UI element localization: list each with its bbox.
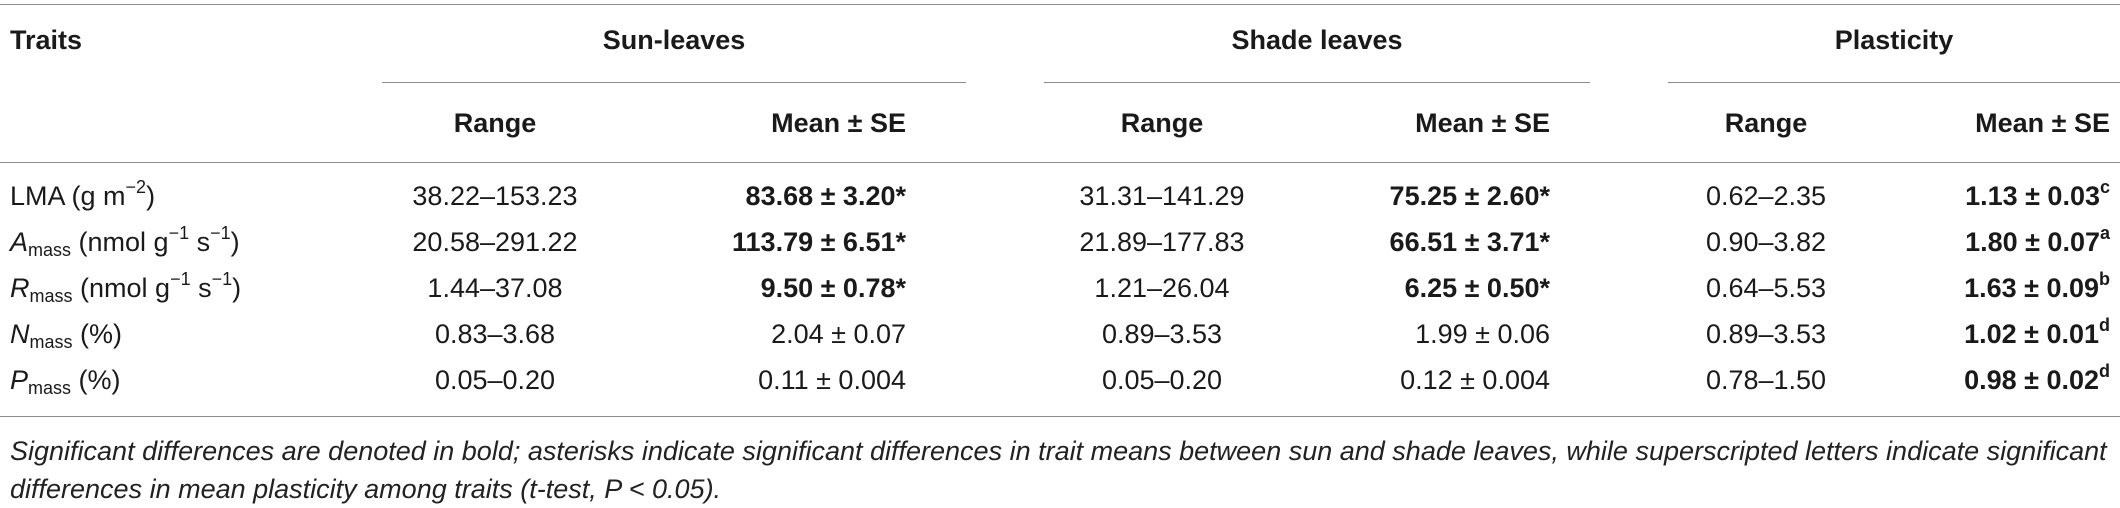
plasticity-mean-value: 1.63 ± 0.09: [1964, 273, 2099, 303]
trait-unit: s: [189, 227, 211, 257]
trait-subscript: mass: [29, 332, 73, 352]
trait-unit: (%): [72, 319, 123, 349]
group-rule-shade: [1044, 82, 1590, 83]
trait-unit: (nmol g: [71, 227, 169, 257]
trait-unit: ): [146, 181, 156, 211]
plasticity-mean-cell: 1.13 ± 0.03c: [1860, 177, 2110, 212]
plasticity-significance-letter: d: [2099, 315, 2110, 335]
subheader-shade-mean: Mean ± SE: [1415, 108, 1550, 138]
subheader-plasticity-mean: Mean ± SE: [1975, 108, 2110, 138]
top-rule: [0, 4, 2120, 5]
plasticity-mean-value: 0.98 ± 0.02: [1964, 365, 2099, 395]
trait-label: Rmass (nmol g−1 s−1): [10, 269, 242, 306]
table-footnote: Significant differences are denoted in b…: [10, 436, 2107, 504]
trait-symbol: N: [10, 319, 30, 349]
table-bottom-rule: [0, 416, 2120, 417]
plasticity-mean-cell: 1.80 ± 0.07a: [1860, 223, 2110, 258]
plasticity-range-cell: 0.90–3.82: [1705, 227, 1827, 257]
header-bottom-rule: [0, 162, 2120, 163]
subheader-shade-range: Range: [1120, 108, 1204, 138]
trait-unit: ): [232, 273, 242, 303]
trait-symbol: R: [10, 273, 30, 303]
sun-range-cell: 1.44–37.08: [427, 273, 563, 303]
sun-mean-cell: 0.11 ± 0.004: [758, 365, 906, 395]
sun-range-cell: 0.83–3.68: [434, 319, 556, 349]
plasticity-mean-cell: 0.98 ± 0.02d: [1860, 361, 2110, 396]
shade-range-cell: 1.21–26.04: [1094, 273, 1230, 303]
plasticity-significance-letter: a: [2099, 223, 2110, 243]
shade-range-cell: 0.05–0.20: [1101, 365, 1223, 395]
trait-label: Pmass (%): [10, 364, 121, 398]
plasticity-mean-value: 1.02 ± 0.01: [1964, 319, 2099, 349]
trait-unit: s: [190, 273, 212, 303]
shade-mean-cell: 6.25 ± 0.50*: [1404, 273, 1550, 303]
shade-range-cell: 31.31–141.29: [1079, 181, 1245, 211]
shade-mean-cell: 0.12 ± 0.004: [1400, 365, 1550, 395]
trait-unit: ): [230, 227, 240, 257]
group-rule-sun: [382, 82, 966, 83]
sun-range-cell: 0.05–0.20: [434, 365, 556, 395]
plasticity-range-cell: 0.78–1.50: [1705, 365, 1827, 395]
plasticity-range-cell: 0.62–2.35: [1705, 181, 1827, 211]
trait-unit: (%): [71, 365, 121, 395]
trait-symbol: P: [10, 365, 29, 395]
plasticity-significance-letter: d: [2099, 361, 2110, 381]
sun-range-cell: 38.22–153.23: [412, 181, 578, 211]
group-rule-plasticity: [1668, 82, 2120, 83]
shade-mean-cell: 66.51 ± 3.71*: [1389, 227, 1550, 257]
shade-mean-cell: 1.99 ± 0.06: [1415, 319, 1550, 349]
sun-mean-cell: 83.68 ± 3.20*: [745, 181, 906, 211]
subheader-sun-range: Range: [453, 108, 537, 138]
trait-symbol: A: [10, 227, 29, 257]
trait-subscript: mass: [28, 378, 72, 398]
trait-subscript: mass: [28, 240, 72, 260]
sun-mean-cell: 2.04 ± 0.07: [771, 319, 906, 349]
header-group-plasticity: Plasticity: [1834, 25, 1954, 55]
trait-subscript: mass: [29, 286, 73, 306]
trait-label: Nmass (%): [10, 318, 123, 352]
plasticity-range-cell: 0.64–5.53: [1705, 273, 1827, 303]
subheader-plasticity-range: Range: [1724, 108, 1808, 138]
sun-range-cell: 20.58–291.22: [412, 227, 578, 257]
trait-unit: (nmol g: [72, 273, 171, 303]
plasticity-significance-letter: b: [2099, 269, 2110, 289]
plasticity-significance-letter: c: [2099, 177, 2110, 197]
shade-range-cell: 21.89–177.83: [1079, 227, 1245, 257]
header-group-shade: Shade leaves: [1231, 25, 1403, 55]
plasticity-mean-value: 1.80 ± 0.07: [1965, 227, 2100, 257]
subheader-sun-mean: Mean ± SE: [771, 108, 906, 138]
plasticity-mean-cell: 1.02 ± 0.01d: [1860, 315, 2110, 350]
header-traits: Traits: [10, 25, 83, 55]
trait-label: Amass (nmol g−1 s−1): [10, 223, 240, 260]
trait-label: LMA (g m−2): [10, 177, 156, 212]
trait-symbol: LMA: [10, 181, 65, 211]
plasticity-range-cell: 0.89–3.53: [1705, 319, 1827, 349]
plasticity-mean-cell: 1.63 ± 0.09b: [1860, 269, 2110, 304]
trait-unit-exponent: −1: [168, 223, 190, 243]
trait-unit: (g m: [64, 181, 126, 211]
header-group-sun: Sun-leaves: [602, 25, 746, 55]
plasticity-mean-value: 1.13 ± 0.03: [1965, 181, 2100, 211]
trait-unit-exponent: −2: [125, 177, 147, 197]
shade-range-cell: 0.89–3.53: [1101, 319, 1223, 349]
sun-mean-cell: 9.50 ± 0.78*: [760, 273, 906, 303]
trait-unit-exponent: −1: [210, 223, 231, 243]
trait-unit-exponent: −1: [170, 269, 191, 289]
sun-mean-cell: 113.79 ± 6.51*: [732, 227, 906, 257]
trait-unit-exponent: −1: [211, 269, 233, 289]
shade-mean-cell: 75.25 ± 2.60*: [1389, 181, 1550, 211]
